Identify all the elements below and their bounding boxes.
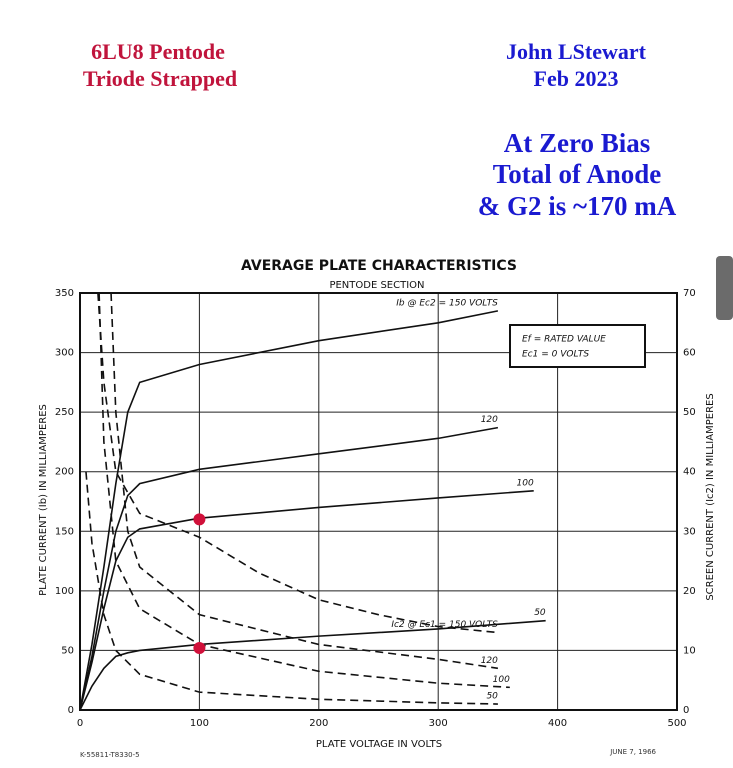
x-tick-label: 100 (190, 718, 209, 729)
y2-tick-label: 0 (683, 705, 689, 716)
curve-label: Ib @ Ec2 = 150 VOLTS (396, 298, 498, 308)
x-tick-label: 500 (667, 718, 686, 729)
note: & G2 is ~170 mA (478, 191, 677, 221)
curve-label: 120 (481, 415, 498, 425)
curve (85, 471, 498, 705)
curve (97, 292, 498, 634)
y-tick-label: 300 (55, 348, 74, 359)
marker (193, 642, 206, 655)
legend-text: Ec1 = 0 VOLTS (522, 350, 589, 360)
curve (79, 426, 499, 711)
chart-title: AVERAGE PLATE CHARACTERISTICS (241, 258, 517, 274)
note: At Zero Bias (504, 128, 651, 158)
legend-text: Ef = RATED VALUE (522, 335, 606, 345)
curve (79, 310, 499, 711)
y-tick-label: 150 (55, 526, 74, 537)
y2-tick-label: 40 (683, 467, 696, 478)
y2-tick-label: 10 (683, 645, 696, 656)
x-tick-label: 400 (548, 718, 567, 729)
y-tick-label: 50 (61, 645, 74, 656)
curve-label: 50 (534, 608, 546, 618)
y2-tick-label: 30 (683, 526, 696, 537)
y-tick-label: 350 (55, 288, 74, 299)
marker (193, 513, 206, 526)
y2-tick-label: 20 (683, 586, 696, 597)
curve-label: Ic2 @ Ec1 = 150 VOLTS (391, 620, 498, 630)
y-tick-label: 0 (68, 705, 74, 716)
header-right: Feb 2023 (534, 66, 619, 91)
note: Total of Anode (493, 159, 662, 189)
x-tick-label: 200 (309, 718, 328, 729)
curve (79, 489, 534, 711)
y-tick-label: 100 (55, 586, 74, 597)
chart-subtitle: PENTODE SECTION (329, 280, 424, 291)
y2-tick-label: 70 (683, 288, 696, 299)
y2-axis-label: SCREEN CURRENT (Ic2) IN MILLIAMPERES (705, 393, 716, 600)
legend-box (509, 324, 646, 368)
header-left: Triode Strapped (83, 66, 237, 91)
curve (98, 292, 510, 689)
header-right: John LStewart (506, 39, 647, 64)
y2-tick-label: 60 (683, 348, 696, 359)
y-tick-label: 200 (55, 467, 74, 478)
y-axis-label: PLATE CURRENT (Ib) IN MILLIAMPERES (38, 404, 49, 596)
footer-left: K-55811-T8330-5 (80, 751, 140, 759)
y-tick-label: 250 (55, 407, 74, 418)
plot-frame (79, 292, 678, 711)
curve-label: 50 (486, 692, 498, 702)
curve-label: 100 (493, 675, 510, 685)
curve (110, 292, 499, 670)
x-axis-label: PLATE VOLTAGE IN VOLTS (316, 739, 442, 750)
curve (79, 619, 546, 711)
y2-tick-label: 50 (683, 407, 696, 418)
curve-label: 100 (517, 478, 534, 488)
x-tick-label: 0 (77, 718, 83, 729)
header-left: 6LU8 Pentode (91, 39, 225, 64)
x-tick-label: 300 (429, 718, 448, 729)
side-tab[interactable] (716, 256, 733, 320)
footer-right: JUNE 7, 1966 (609, 748, 656, 756)
curve-label: 120 (481, 656, 498, 666)
